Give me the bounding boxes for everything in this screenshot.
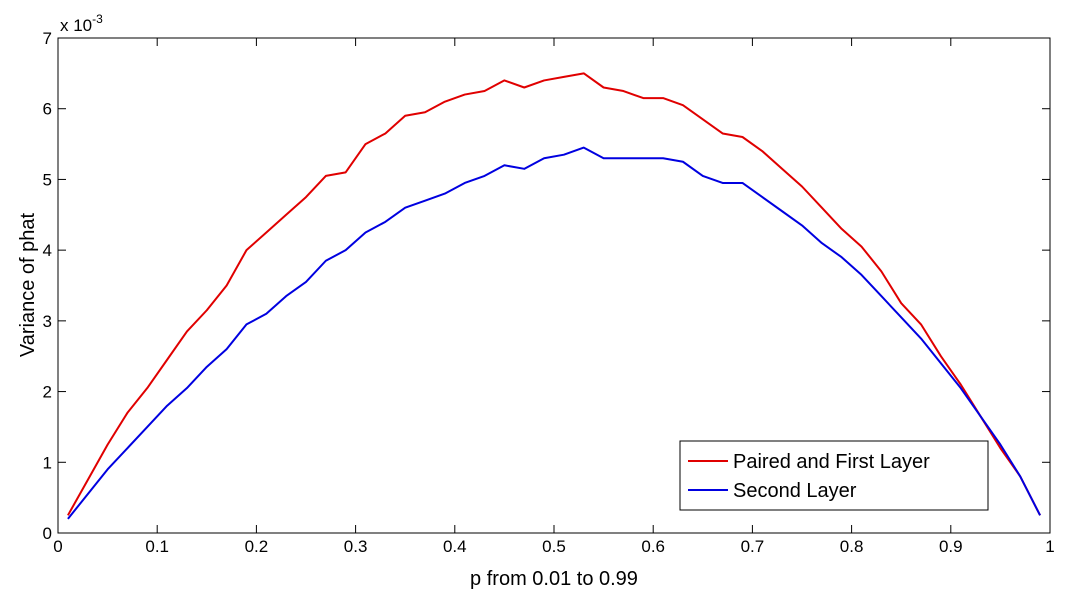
y-tick-label: 7 (43, 29, 52, 48)
x-tick-label: 0.3 (344, 537, 368, 556)
legend-label-second-layer: Second Layer (733, 480, 857, 502)
x-tick-label: 0.2 (245, 537, 269, 556)
y-exponent-base: x 10 (60, 16, 92, 35)
x-tick-label: 0.6 (641, 537, 665, 556)
x-tick-label: 0.5 (542, 537, 566, 556)
y-exponent-power: -3 (92, 12, 103, 26)
x-tick-label: 1 (1045, 537, 1054, 556)
legend-label-paired-first-layer: Paired and First Layer (733, 451, 930, 473)
x-tick-label: 0.7 (741, 537, 765, 556)
legend-box (679, 440, 989, 511)
y-tick-label: 2 (43, 383, 52, 402)
y-tick-label: 6 (43, 100, 52, 119)
x-tick-label: 0.9 (939, 537, 963, 556)
x-tick-label: 0 (53, 537, 62, 556)
series-line-0 (67, 72, 1041, 516)
y-tick-label: 5 (43, 170, 52, 189)
legend: Paired and First Layer Second Layer (679, 440, 989, 511)
x-tick-label: 0.4 (443, 537, 467, 556)
y-tick-label: 0 (43, 524, 52, 543)
series-lines (67, 72, 1041, 520)
y-axis-exponent: x 10-3 (60, 12, 103, 35)
y-tick-label: 3 (43, 312, 52, 331)
axis-ticks: 0 0.1 0.2 0.3 0.4 0.5 0.6 0.7 0.8 0.9 1 0 1 2 3 4 5 6 7 (43, 29, 1055, 556)
y-axis-label: Variance of phat (17, 212, 39, 357)
x-tick-label: 0.1 (145, 537, 169, 556)
y-tick-label: 4 (43, 241, 52, 260)
x-axis-label: p from 0.01 to 0.99 (470, 568, 638, 590)
series-line-1 (67, 146, 1041, 520)
y-tick-label: 1 (43, 453, 52, 472)
x-tick-label: 0.8 (840, 537, 864, 556)
